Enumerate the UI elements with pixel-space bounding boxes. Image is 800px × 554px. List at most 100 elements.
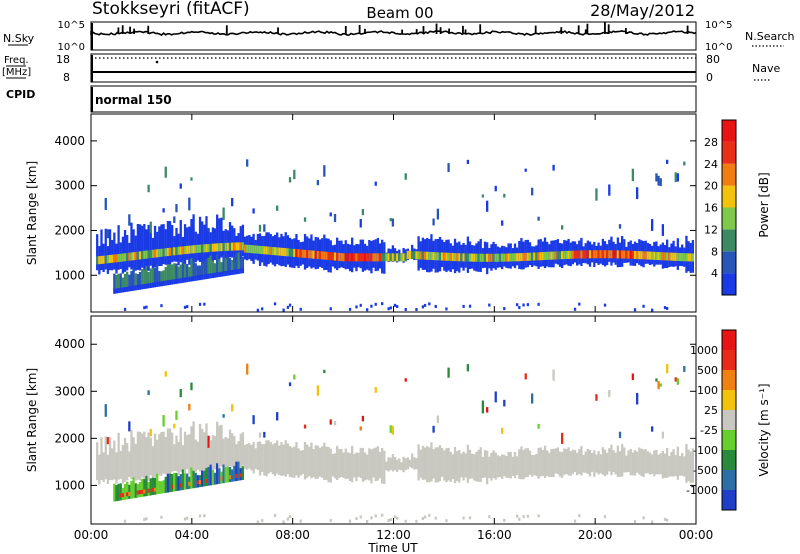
velocity-cell: [445, 519, 448, 523]
power-cell: [113, 273, 116, 291]
beam-title: Beam 00: [366, 4, 433, 22]
velocity-cell: [355, 452, 358, 482]
power-cell: [421, 251, 425, 260]
power-cell: [282, 308, 285, 312]
velocity-cell: [661, 451, 665, 479]
velocity-cell: [670, 452, 673, 477]
power-cell: [164, 229, 167, 265]
velocity-cell: [106, 437, 110, 445]
power-cell: [526, 252, 530, 261]
velocity-cell: [318, 447, 322, 477]
velocity-cell: [475, 451, 478, 482]
velocity-cell: [96, 442, 99, 481]
power-cell: [438, 252, 442, 261]
power-cell: [186, 277, 189, 283]
velocity-cell: [138, 490, 142, 495]
x-tick-label: 00:00: [679, 528, 714, 542]
power-cell: [166, 220, 170, 265]
velocity-cell: [672, 449, 675, 477]
velocity-cell: [531, 393, 534, 404]
power-cell: [293, 169, 296, 180]
power-cell: [241, 256, 245, 271]
power-cell: [276, 205, 279, 211]
power-cell: [608, 250, 611, 259]
velocity-cell: [261, 444, 264, 473]
velocity-cell: [610, 444, 613, 476]
velocity-cell: [563, 448, 566, 475]
power-cell: [123, 229, 127, 272]
velocity-cell: [353, 453, 356, 478]
velocity-cell: [383, 450, 386, 484]
velocity-swatch: [722, 330, 736, 350]
power-cell: [642, 304, 645, 308]
power-cell: [158, 281, 161, 287]
velocity-cell: [179, 474, 182, 491]
velocity-cell: [561, 432, 564, 444]
power-cell: [166, 247, 170, 257]
velocity-cell: [106, 454, 110, 484]
velocity-cell: [691, 448, 695, 483]
power-cell: [402, 253, 405, 262]
power-cell: [331, 252, 335, 261]
velocity-cell: [231, 433, 234, 467]
velocity-data: [96, 363, 695, 524]
velocity-cell: [494, 391, 497, 403]
power-cell: [535, 252, 538, 261]
velocity-cell: [181, 469, 185, 491]
power-cell: [205, 216, 208, 260]
power-cell: [98, 256, 101, 265]
power-cell: [228, 270, 232, 276]
velocity-cell: [153, 487, 157, 492]
velocity-cbar-tick: -1000: [686, 484, 718, 497]
power-cell: [496, 253, 500, 262]
velocity-cell: [205, 479, 208, 484]
power-cell: [451, 252, 455, 262]
power-cell: [100, 255, 103, 264]
velocity-cell: [537, 423, 540, 429]
power-cell: [203, 274, 206, 280]
velocity-cell: [676, 378, 680, 385]
velocity-cell: [297, 448, 300, 478]
velocity-cell: [603, 449, 607, 477]
velocity-cell: [381, 448, 384, 484]
velocity-cell: [361, 415, 365, 422]
power-cell: [213, 243, 217, 252]
power-cell: [683, 161, 686, 166]
power-cell: [348, 307, 352, 311]
velocity-cell: [158, 434, 161, 476]
velocity-cell: [603, 515, 607, 519]
power-cell: [108, 229, 112, 271]
velocity-swatch: [722, 490, 736, 510]
power-cell: [462, 304, 465, 308]
velocity-cell: [636, 451, 639, 473]
power-cell: [218, 272, 221, 278]
power-cell: [385, 253, 388, 262]
power-cell: [595, 188, 598, 201]
velocity-cell: [413, 457, 416, 470]
velocity-cell: [190, 426, 193, 476]
velocity-cell: [203, 432, 206, 474]
power-cell: [505, 253, 508, 262]
power-cell: [108, 254, 112, 264]
velocity-cell: [524, 448, 527, 478]
velocity-cell: [293, 446, 296, 478]
velocity-cell: [211, 435, 215, 471]
power-cell: [663, 306, 667, 310]
velocity-cell: [201, 470, 204, 487]
cpid-panel: [90, 85, 697, 113]
power-cell: [106, 229, 110, 239]
power-cell: [406, 250, 410, 259]
power-cell: [651, 219, 654, 231]
power-cell: [603, 303, 607, 307]
power-cell: [231, 269, 234, 275]
velocity-cell: [359, 426, 362, 431]
velocity-cell: [552, 369, 555, 381]
date-title: 28/May/2012: [590, 1, 695, 20]
power-cell: [415, 308, 418, 312]
power-cell: [355, 305, 358, 309]
velocity-cell: [576, 452, 579, 476]
power-cell: [528, 252, 532, 261]
velocity-cell: [209, 440, 212, 470]
power-cell: [186, 245, 189, 254]
velocity-cell: [666, 447, 669, 478]
